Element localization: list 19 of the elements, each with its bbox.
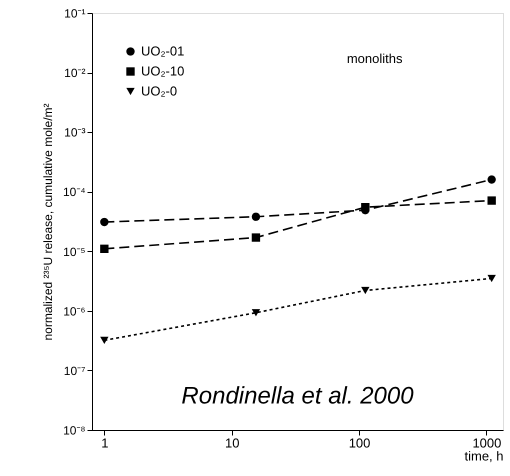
y-tick-label: 10⁻⁵ [63, 244, 86, 259]
y-tick-label: 10⁻³ [64, 126, 86, 140]
x-tick-label: 100 [348, 436, 370, 450]
x-tick-label: 10 [224, 436, 240, 450]
y-tick-label: 10⁻⁶ [63, 304, 86, 318]
y-tick-label: 10⁻² [64, 66, 86, 80]
legend-label: UO₂-10 [141, 64, 184, 78]
x-axis-title: time, h [464, 448, 504, 464]
y-tick-label: 10⁻¹ [64, 6, 86, 20]
annotation: monoliths [346, 50, 403, 66]
legend-label: UO₂-01 [141, 44, 184, 58]
y-axis-title: normalized ²³⁵U release, cumulative mole/m² [40, 103, 55, 341]
y-tick-label: 10⁻⁷ [64, 364, 86, 378]
legend-label: UO₂-0 [141, 84, 178, 98]
y-tick-label: 10⁻⁴ [62, 185, 86, 200]
y-tick-label: 10⁻⁸ [63, 424, 86, 438]
x-tick-label: 1000 [472, 436, 502, 450]
annotation: Rondinella et al. 2000 [181, 382, 414, 410]
x-tick-label: 1 [101, 436, 108, 450]
